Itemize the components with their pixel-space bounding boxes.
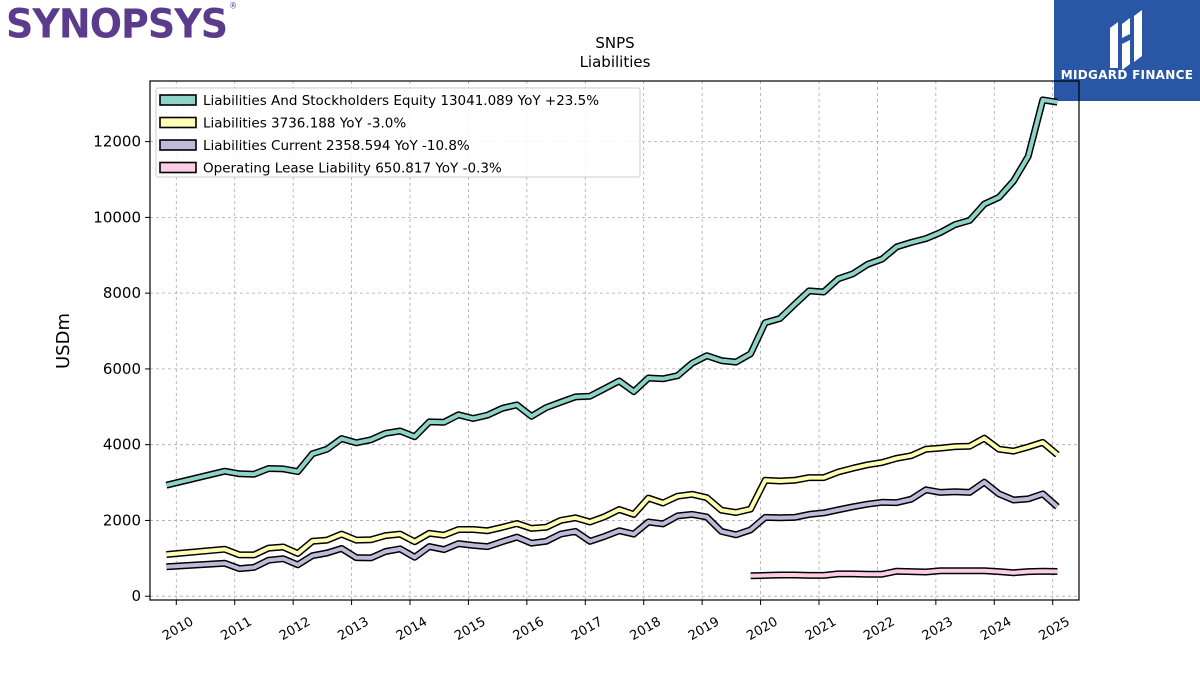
y-axis-label: USDm <box>53 313 74 369</box>
series-outline-liabilities <box>166 434 1060 559</box>
x-tick-label: 2012 <box>277 614 313 644</box>
x-tick-label: 2019 <box>686 614 722 644</box>
legend-label: Liabilities Current 2358.594 YoY -10.8% <box>203 138 470 154</box>
x-tick-label: 2021 <box>803 614 839 644</box>
x-tick-label: 2023 <box>920 614 956 644</box>
midgard-logo-text: MIDGARD FINANCE <box>1060 68 1194 82</box>
series-line-liabilities-current <box>166 480 1059 571</box>
x-tick-label: 2024 <box>978 614 1014 644</box>
legend-swatch <box>159 116 197 129</box>
chart-subtitle: Liabilities <box>580 53 651 71</box>
chart-title: SNPS <box>595 34 634 52</box>
y-tick-label: 10000 <box>93 208 141 226</box>
registered-mark: ® <box>229 0 237 11</box>
midgard-logo-icon <box>1110 10 1142 70</box>
x-tick-label: 2016 <box>511 614 547 644</box>
y-tick-label: 12000 <box>93 133 141 151</box>
y-tick-label: 6000 <box>103 360 141 378</box>
y-tick-label: 2000 <box>103 511 141 529</box>
x-tick-label: 2022 <box>861 614 897 644</box>
y-ticks: 0 2000 4000 6000 8000 10000 12000 <box>93 133 150 605</box>
x-tick-label: 2014 <box>394 614 430 644</box>
x-tick-label: 2020 <box>744 614 780 644</box>
legend-label: Liabilities And Stockholders Equity 1304… <box>203 93 599 109</box>
x-tick-label: 2013 <box>335 614 371 644</box>
y-tick-label: 8000 <box>103 284 141 302</box>
series-line-liabilities-and-stockholders-equity <box>165 97 1058 488</box>
series-lines <box>165 96 1060 580</box>
series-line-liabilities <box>166 436 1059 557</box>
x-ticks: 2010 2011 2012 2013 2014 2015 2016 2017 2018 2019… <box>160 600 1073 644</box>
y-tick-label: 0 <box>131 587 141 605</box>
x-tick-label: 2010 <box>160 614 196 644</box>
x-tick-label: 2025 <box>1037 614 1073 644</box>
legend: Liabilities And Stockholders Equity 1304… <box>155 87 641 178</box>
x-tick-label: 2015 <box>452 614 488 644</box>
x-tick-label: 2017 <box>569 614 605 644</box>
legend-label: Operating Lease Liability 650.817 YoY -0… <box>203 161 502 177</box>
x-tick-label: 2018 <box>628 614 664 644</box>
x-tick-label: 2011 <box>219 614 255 644</box>
y-tick-label: 4000 <box>103 436 141 454</box>
legend-swatch <box>159 139 197 151</box>
synopsys-logo: SYNOPSYS ® <box>6 0 237 48</box>
legend-swatch <box>159 161 197 174</box>
midgard-finance-logo: MIDGARD FINANCE <box>1054 0 1200 101</box>
legend-swatch <box>159 94 197 106</box>
legend-label: Liabilities 3736.188 YoY -3.0% <box>203 116 406 132</box>
legend-box <box>155 87 641 178</box>
plot-frame <box>149 80 1080 601</box>
series-line-operating-lease-liability <box>750 568 1058 578</box>
synopsys-logo-text: SYNOPSYS <box>6 0 228 48</box>
